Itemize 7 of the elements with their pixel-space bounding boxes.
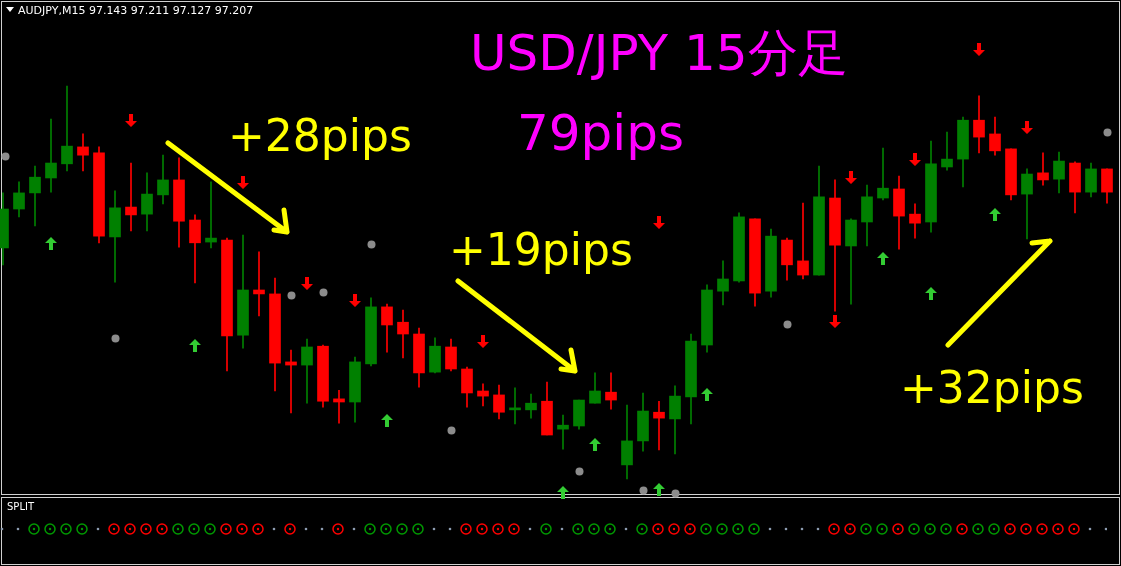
annotation: +32pips bbox=[900, 362, 1084, 413]
annotation: +19pips bbox=[449, 224, 633, 275]
text: USD/JPY 15分足 bbox=[470, 24, 848, 82]
text: SPLIT bbox=[7, 501, 35, 512]
annotation: 79pips bbox=[517, 104, 685, 162]
chart-title: AUDJPY,M15 97.143 97.211 97.127 97.207 bbox=[18, 4, 254, 17]
annotation: +28pips bbox=[228, 110, 412, 161]
